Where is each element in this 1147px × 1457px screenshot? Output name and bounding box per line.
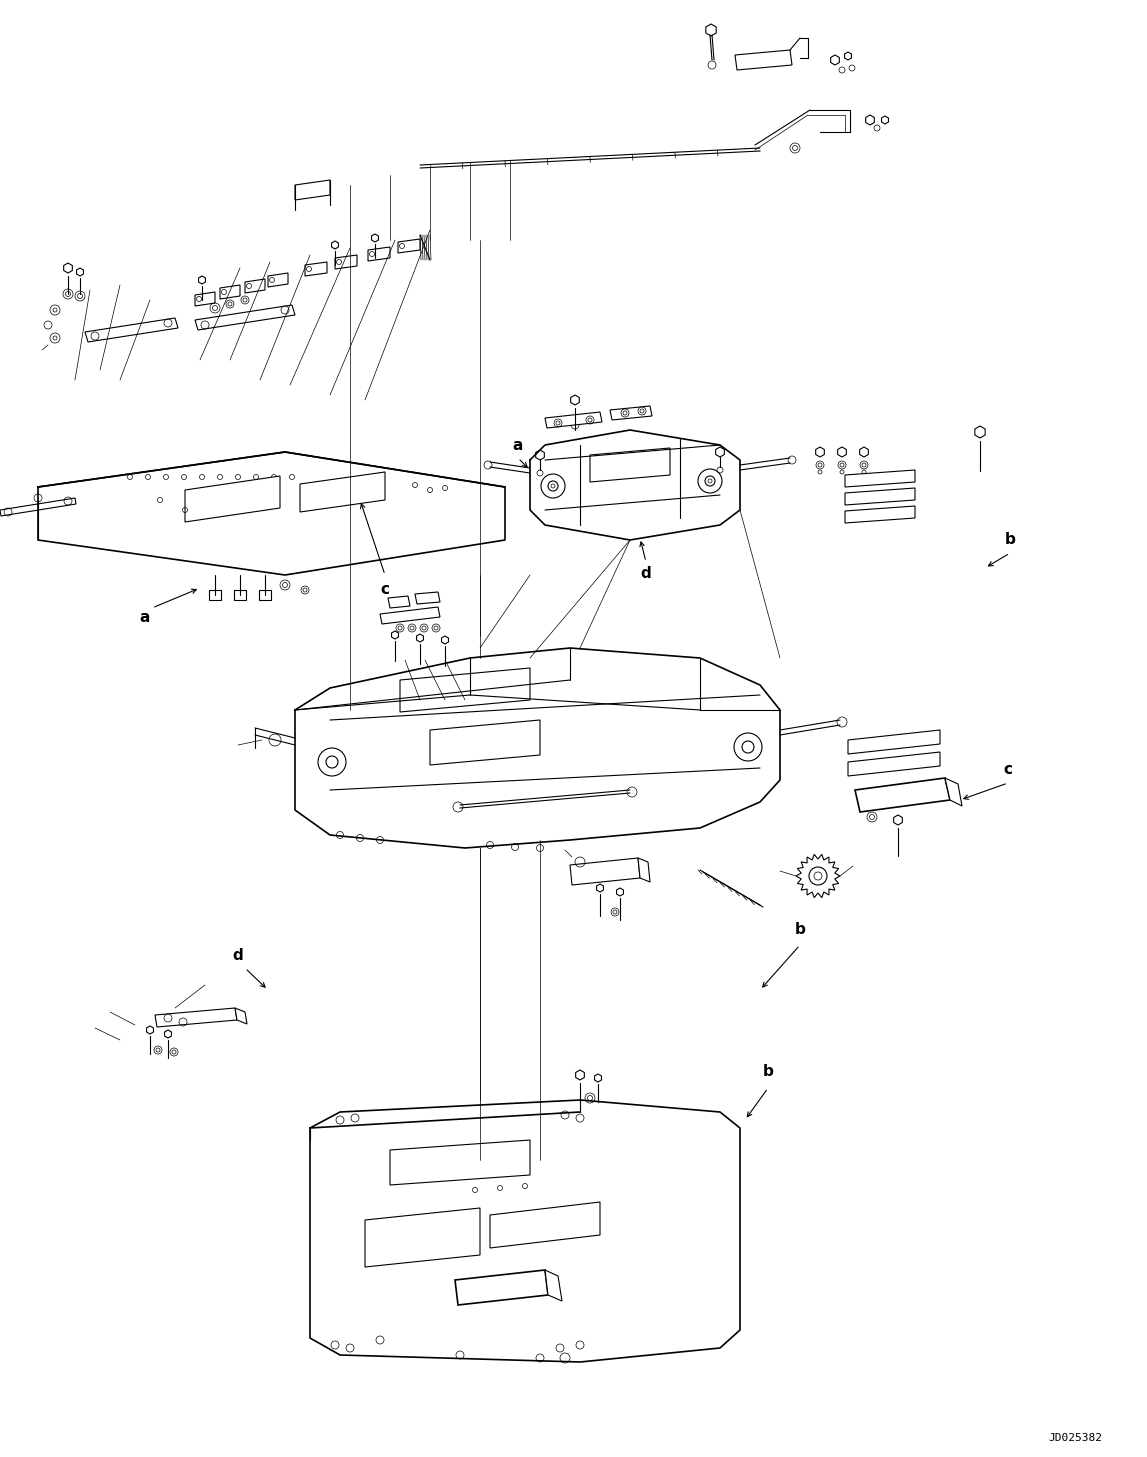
Polygon shape	[77, 268, 84, 275]
Text: d: d	[641, 567, 651, 581]
Polygon shape	[866, 115, 874, 125]
Polygon shape	[209, 590, 221, 600]
Polygon shape	[416, 634, 423, 643]
Polygon shape	[147, 1026, 154, 1034]
Polygon shape	[372, 235, 379, 242]
Text: a: a	[513, 437, 523, 453]
Polygon shape	[490, 1202, 600, 1249]
Polygon shape	[571, 395, 579, 405]
Text: c: c	[1004, 762, 1013, 778]
Polygon shape	[185, 476, 280, 522]
Polygon shape	[380, 608, 440, 624]
Polygon shape	[830, 55, 840, 66]
Text: b: b	[795, 922, 805, 937]
Polygon shape	[610, 407, 651, 420]
Polygon shape	[845, 471, 915, 487]
Polygon shape	[590, 447, 670, 482]
Circle shape	[734, 733, 762, 761]
Polygon shape	[390, 1139, 530, 1185]
Polygon shape	[536, 450, 545, 460]
Polygon shape	[195, 291, 214, 306]
Circle shape	[541, 474, 565, 498]
Polygon shape	[894, 814, 903, 825]
Polygon shape	[545, 412, 602, 428]
Polygon shape	[198, 275, 205, 284]
Polygon shape	[234, 590, 245, 600]
Polygon shape	[430, 720, 540, 765]
Text: b: b	[1005, 532, 1015, 548]
Polygon shape	[848, 730, 941, 755]
Polygon shape	[594, 1074, 601, 1083]
Polygon shape	[638, 858, 650, 881]
Polygon shape	[64, 264, 72, 272]
Polygon shape	[837, 447, 846, 457]
Polygon shape	[368, 248, 390, 261]
Polygon shape	[848, 752, 941, 777]
Polygon shape	[155, 1008, 237, 1027]
Polygon shape	[295, 181, 330, 200]
Polygon shape	[220, 286, 240, 299]
Polygon shape	[415, 592, 440, 605]
Polygon shape	[331, 240, 338, 249]
Polygon shape	[845, 488, 915, 506]
Polygon shape	[301, 472, 385, 511]
Circle shape	[318, 747, 346, 777]
Text: d: d	[233, 947, 243, 963]
Text: a: a	[140, 610, 150, 625]
Polygon shape	[235, 1008, 247, 1024]
Polygon shape	[796, 854, 840, 898]
Polygon shape	[859, 447, 868, 457]
Polygon shape	[617, 887, 624, 896]
Polygon shape	[400, 667, 530, 712]
Polygon shape	[442, 637, 448, 644]
Polygon shape	[816, 447, 825, 457]
Polygon shape	[195, 305, 295, 329]
Polygon shape	[398, 239, 420, 254]
Polygon shape	[245, 278, 265, 293]
Text: c: c	[381, 583, 390, 597]
Polygon shape	[164, 1030, 171, 1037]
Polygon shape	[391, 631, 398, 640]
Polygon shape	[596, 884, 603, 892]
Polygon shape	[259, 590, 271, 600]
Polygon shape	[975, 425, 985, 439]
Polygon shape	[85, 318, 178, 342]
Polygon shape	[716, 447, 724, 457]
Polygon shape	[570, 858, 640, 884]
Text: JD025382: JD025382	[1048, 1434, 1102, 1442]
Circle shape	[699, 469, 721, 492]
Polygon shape	[335, 255, 357, 270]
Polygon shape	[365, 1208, 479, 1268]
Polygon shape	[0, 498, 76, 516]
Circle shape	[809, 867, 827, 884]
Polygon shape	[705, 23, 716, 36]
Polygon shape	[545, 1271, 562, 1301]
Polygon shape	[844, 52, 851, 60]
Polygon shape	[455, 1271, 548, 1305]
Polygon shape	[576, 1069, 584, 1080]
Text: b: b	[763, 1065, 773, 1080]
Polygon shape	[388, 596, 409, 608]
Polygon shape	[268, 272, 288, 287]
Polygon shape	[882, 117, 889, 124]
Polygon shape	[945, 778, 962, 806]
Polygon shape	[305, 262, 327, 275]
Polygon shape	[855, 778, 950, 812]
Polygon shape	[735, 50, 791, 70]
Polygon shape	[845, 506, 915, 523]
